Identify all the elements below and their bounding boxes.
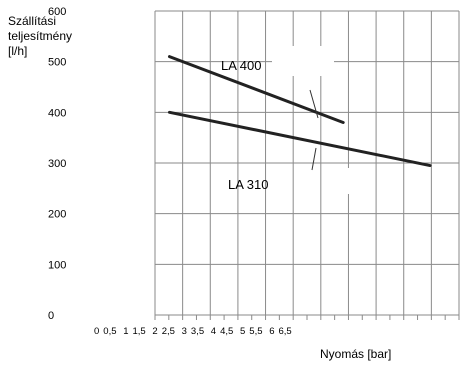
y-tick-label: 100 bbox=[48, 259, 66, 271]
label-backdrop bbox=[322, 168, 354, 194]
y-axis-label-line-2: teljesítmény bbox=[8, 29, 73, 43]
label-leader bbox=[309, 89, 319, 119]
series-lines bbox=[167, 55, 432, 171]
series-label-la-310: LA 310 bbox=[228, 177, 269, 192]
series-label-la-400: LA 400 bbox=[221, 58, 262, 73]
x-tick-label: 6 bbox=[269, 326, 274, 337]
x-tick-label: 2 bbox=[152, 326, 157, 337]
x-tick-label: 5 bbox=[240, 326, 245, 337]
y-tick-label: 300 bbox=[48, 158, 66, 170]
y-tick-label: 200 bbox=[48, 209, 66, 221]
series-line bbox=[167, 110, 432, 168]
x-tick-label: 5,5 bbox=[249, 326, 262, 337]
x-tick-label: 0,5 bbox=[103, 326, 116, 337]
series-line bbox=[167, 55, 345, 124]
x-tick-label: 3,5 bbox=[191, 326, 204, 337]
x-tick-label: 4,5 bbox=[220, 326, 233, 337]
x-tick-label: 2,5 bbox=[162, 326, 175, 337]
x-tick-label: 1 bbox=[123, 326, 128, 337]
label-backdrop bbox=[272, 46, 334, 76]
series-labels: LA 400 LA 310 bbox=[221, 46, 354, 194]
x-tick-label: 1,5 bbox=[133, 326, 146, 337]
x-tick-label: 0 bbox=[94, 326, 99, 337]
y-axis-label-line-1: Szállítási bbox=[8, 14, 57, 28]
x-tick-label: 6,5 bbox=[279, 326, 292, 337]
y-tick-label: 0 bbox=[48, 310, 54, 322]
x-tick-label: 3 bbox=[182, 326, 187, 337]
axis-ticks: 0 100 200 300 400 500 600 0 0,5 1 1,5 2 2,5 3 3,5 4 4,5 5… bbox=[48, 6, 460, 337]
y-tick-label: 600 bbox=[48, 6, 66, 18]
x-axis-label: Nyomás [bar] bbox=[320, 347, 392, 361]
y-tick-label: 500 bbox=[48, 57, 66, 69]
y-tick-label: 400 bbox=[48, 107, 66, 119]
x-tick-label: 4 bbox=[211, 326, 216, 337]
label-leader bbox=[311, 147, 317, 171]
y-axis-label-line-3: [l/h] bbox=[8, 44, 28, 58]
